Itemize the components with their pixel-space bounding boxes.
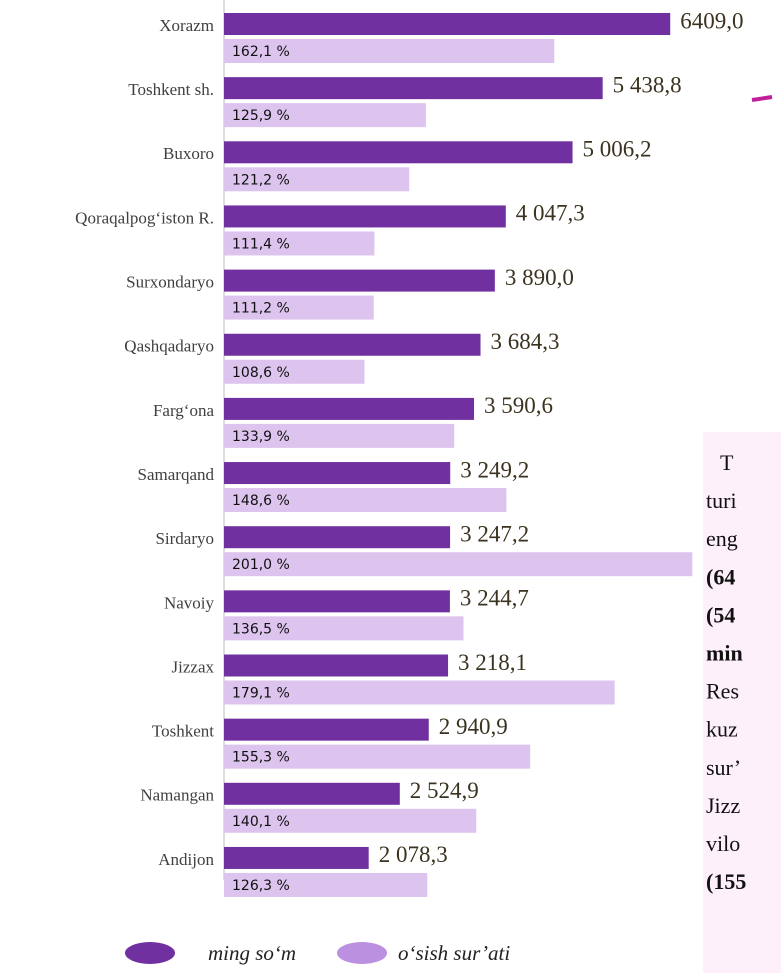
category-label: Andijon (158, 850, 214, 869)
category-label: Xorazm (159, 16, 214, 35)
bar (224, 295, 374, 320)
side-text-line: Res (706, 679, 739, 704)
bar (224, 141, 573, 164)
bar (224, 167, 410, 192)
category-label: Toshkent sh. (128, 80, 214, 99)
category-label: Jizzax (172, 657, 215, 676)
value-label: 136,5 % (232, 621, 290, 637)
bar (224, 782, 400, 805)
bar (224, 654, 449, 677)
value-label: 3 218,1 (458, 650, 527, 675)
category-label: Navoiy (164, 593, 215, 612)
side-text-line: sur’ (706, 755, 741, 780)
side-text-line: turi (706, 488, 737, 513)
bar (224, 103, 426, 128)
value-label: 5 006,2 (583, 137, 652, 162)
side-text-line: eng (706, 526, 738, 551)
bar (224, 397, 474, 420)
value-label: 4 047,3 (516, 201, 585, 226)
side-text-line: (64 (706, 564, 735, 589)
value-label: 201,0 % (232, 557, 290, 573)
side-text-line: min (706, 641, 743, 666)
side-text-line: T (720, 450, 734, 475)
value-label: 3 249,2 (460, 457, 529, 482)
bar (224, 13, 671, 35)
bar (224, 872, 428, 897)
bar (224, 846, 369, 869)
legend-label: o‘sish sur’ati (398, 941, 510, 965)
bar (224, 359, 365, 384)
side-text-line: kuz (706, 717, 738, 742)
value-label: 148,6 % (232, 493, 290, 509)
bar (224, 39, 555, 63)
value-label: 3 684,3 (491, 329, 560, 354)
value-label: 3 247,2 (460, 521, 529, 546)
bar (224, 488, 507, 513)
bar (224, 526, 451, 549)
category-label: Sirdaryo (155, 529, 214, 548)
legend-label: ming so‘m (208, 941, 296, 965)
bar (224, 808, 477, 833)
value-label: 2 524,9 (410, 778, 479, 803)
bar (224, 231, 375, 256)
bar (224, 718, 429, 741)
bar (224, 269, 495, 292)
value-label: 155,3 % (232, 750, 290, 766)
side-text-line: (155 (706, 869, 746, 894)
value-label: 111,2 % (232, 301, 290, 317)
category-label: Qashqadaryo (124, 337, 214, 356)
decoration (751, 95, 773, 102)
bar (224, 616, 464, 641)
bar (224, 77, 603, 100)
value-label: 3 890,0 (505, 265, 574, 290)
bar (224, 333, 481, 356)
category-label: Surxondaryo (126, 273, 214, 292)
side-text-line: Jizz (706, 793, 740, 818)
value-label: 125,9 % (232, 108, 290, 124)
value-label: 5 438,8 (613, 72, 682, 97)
side-text-line: (54 (706, 602, 735, 627)
bar (224, 680, 615, 705)
value-label: 133,9 % (232, 429, 290, 445)
bar (224, 552, 693, 577)
value-label: 2 078,3 (379, 842, 448, 867)
bar (224, 590, 450, 613)
value-label: 2 940,9 (439, 714, 508, 739)
bar (224, 744, 531, 769)
value-label: 3 590,6 (484, 393, 553, 418)
value-label: 179,1 % (232, 686, 290, 702)
value-label: 126,3 % (232, 878, 290, 894)
side-text-line: vilo (706, 831, 740, 856)
category-label: Buxoro (163, 144, 214, 163)
category-label: Toshkent (152, 722, 214, 741)
value-label: 108,6 % (232, 365, 290, 381)
bar (224, 423, 455, 448)
text-box (703, 432, 781, 973)
value-label: 162,1 % (232, 44, 290, 60)
legend-swatch (337, 942, 387, 964)
bar (224, 462, 451, 485)
category-label: Farg‘ona (153, 401, 215, 420)
legend-swatch (125, 942, 175, 964)
category-label: Qoraqalpog‘iston R. (75, 208, 214, 227)
category-label: Samarqand (138, 465, 215, 484)
value-label: 3 244,7 (460, 586, 529, 611)
value-label: 121,2 % (232, 172, 290, 188)
value-label: 6409,0 (680, 8, 743, 33)
bar (224, 205, 506, 228)
value-label: 140,1 % (232, 814, 290, 830)
value-label: 111,4 % (232, 236, 290, 252)
category-label: Namangan (140, 786, 214, 805)
